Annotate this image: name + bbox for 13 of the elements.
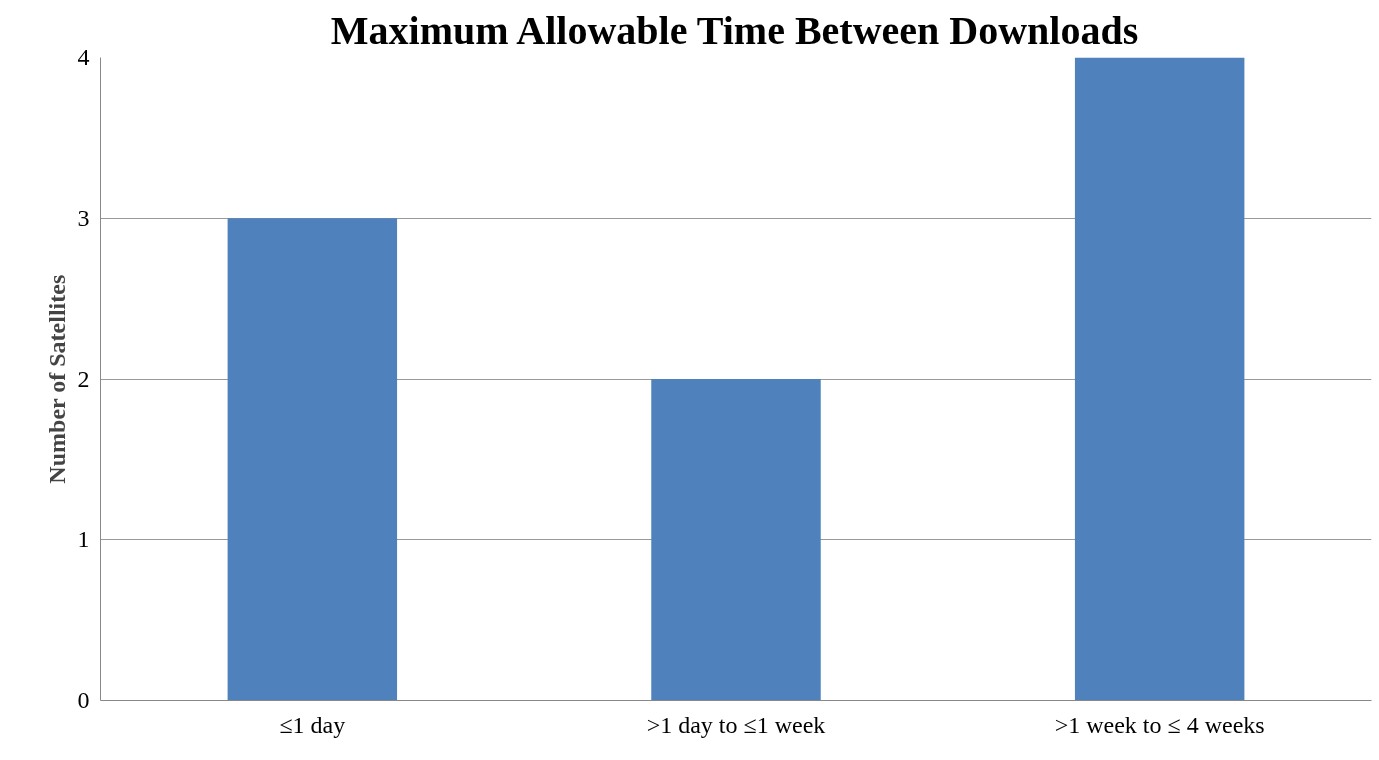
y-tick-label: 1 bbox=[77, 526, 90, 553]
y-tick-label: 0 bbox=[77, 687, 90, 713]
bar bbox=[1074, 57, 1245, 701]
chart-title: Maximum Allowable Time Between Downloads bbox=[330, 7, 1139, 53]
bar bbox=[651, 379, 821, 701]
bar bbox=[227, 218, 398, 701]
y-tick-label: 4 bbox=[77, 44, 90, 70]
x-tick-label: ≤1 day bbox=[279, 711, 346, 738]
x-tick-label: >1 week to ≤ 4 weeks bbox=[1054, 711, 1265, 738]
y-tick-label: 2 bbox=[77, 365, 90, 392]
y-tick-label: 3 bbox=[77, 204, 90, 231]
y-axis-title: Number of Satellites bbox=[43, 274, 70, 484]
x-tick-label: >1 day to ≤1 week bbox=[646, 711, 826, 738]
